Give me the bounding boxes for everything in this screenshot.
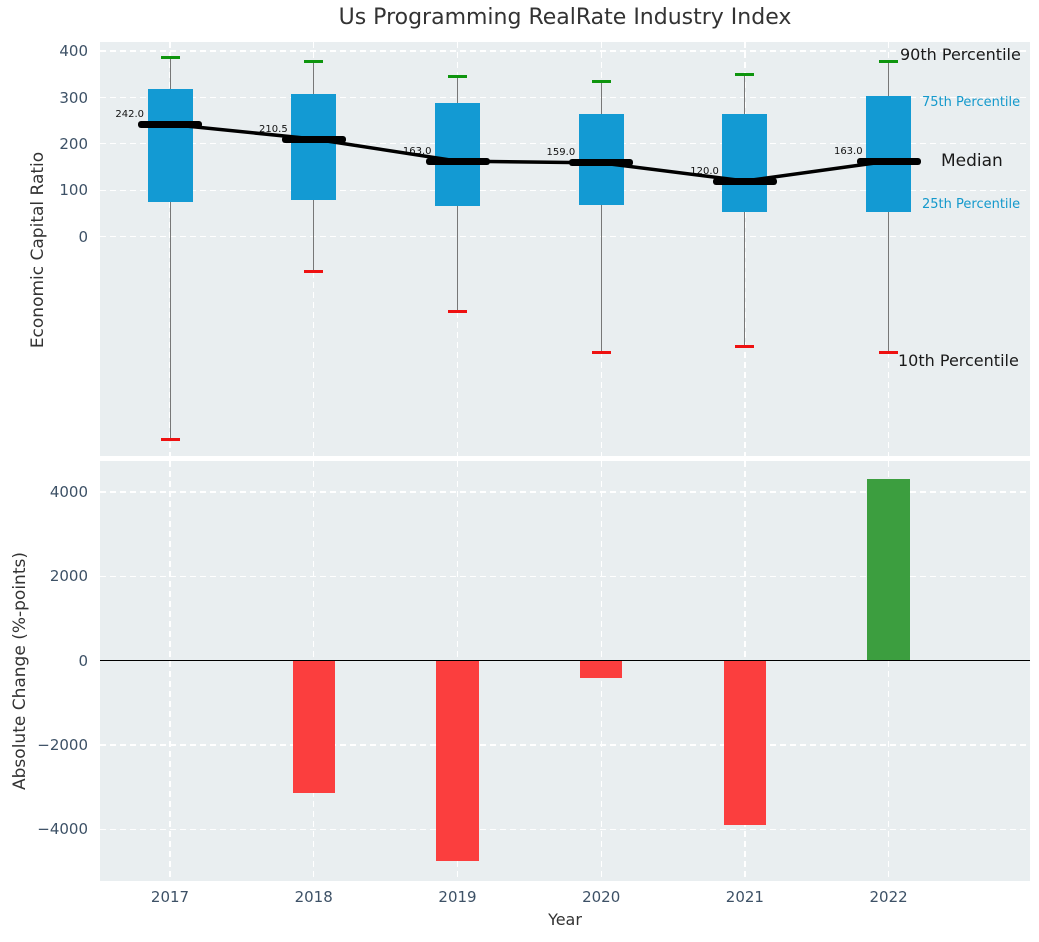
p10-cap [879, 351, 899, 355]
v-gridline [888, 461, 890, 881]
iqr-box [147, 89, 193, 202]
annotation-90th-percentile: 90th Percentile [900, 45, 1021, 64]
whisker-line [600, 81, 602, 353]
y-tick-label: −2000 [37, 736, 88, 754]
y-tick-label: 200 [59, 134, 88, 153]
median-value-label: 210.5 [259, 123, 288, 135]
x-tick-label: 2020 [582, 888, 621, 906]
x-tick-label: 2019 [438, 888, 477, 906]
p90-cap [879, 60, 899, 64]
median-marker [569, 159, 634, 167]
whisker-line [169, 57, 171, 440]
y-axis-label-bottom: Absolute Change (%-points) [10, 552, 30, 790]
median-marker [138, 120, 202, 128]
median-value-label: 163.0 [402, 145, 432, 157]
h-gridline [100, 96, 1030, 99]
chart-title: Us Programming RealRate Industry Index [338, 5, 792, 30]
h-gridline [100, 828, 1030, 830]
p10-cap [448, 309, 467, 313]
h-gridline [100, 236, 1030, 238]
v-gridline [169, 461, 171, 881]
p10-cap [591, 351, 611, 355]
iqr-box [866, 95, 912, 212]
h-gridline [100, 575, 1030, 577]
p10-cap [304, 270, 324, 274]
y-tick-label: 4000 [49, 483, 88, 501]
zero-line [100, 659, 1030, 662]
p90-cap [591, 79, 611, 83]
boxplot-axes: 242.0 210.5 163.0 159.0 120.0 163.0 [100, 42, 1030, 456]
x-axis-label: Year [548, 910, 582, 929]
annotation-median: Median [941, 151, 1003, 171]
y-tick-label: 2000 [49, 567, 88, 586]
y-tick-label: 0 [78, 651, 88, 670]
iqr-box [722, 114, 768, 212]
x-tick-label: 2022 [869, 888, 908, 906]
iqr-box [435, 103, 480, 207]
x-tick-label: 2021 [725, 888, 764, 906]
annotation-25th-percentile: 25th Percentile [922, 197, 1021, 212]
iqr-box [291, 94, 337, 201]
median-value-label: 120.0 [690, 165, 719, 177]
p10-cap [160, 437, 180, 441]
h-gridline [100, 189, 1030, 191]
p90-cap [735, 72, 755, 76]
median-value-label: 242.0 [115, 108, 144, 120]
x-tick-label: 2018 [294, 888, 333, 906]
annotation-75th-percentile: 75th Percentile [922, 95, 1021, 110]
median-marker [856, 157, 921, 165]
y-tick-label: −4000 [37, 820, 88, 839]
change-bar-negative [723, 660, 767, 826]
p90-cap [448, 75, 467, 79]
median-marker [425, 157, 490, 165]
annotation-10th-percentile: 10th Percentile [898, 351, 1019, 370]
h-gridline [100, 744, 1030, 746]
change-bar-negative [436, 660, 479, 861]
p10-cap [735, 345, 755, 349]
y-tick-label: 400 [59, 42, 88, 61]
p90-cap [160, 56, 180, 60]
x-tick-label: 2017 [150, 888, 190, 906]
h-gridline [100, 50, 1030, 52]
median-marker [712, 177, 777, 185]
p90-cap [304, 60, 324, 64]
y-tick-label: 0 [78, 227, 88, 246]
y-tick-label: 300 [59, 88, 88, 107]
change-bar-negative [580, 660, 623, 678]
median-value-label: 163.0 [833, 145, 863, 157]
median-marker [281, 135, 346, 143]
median-value-label: 159.0 [546, 147, 576, 159]
change-bar-negative [292, 660, 335, 794]
change-bar-positive [867, 479, 910, 661]
bar-axes [100, 461, 1030, 881]
y-tick-label: 100 [59, 181, 88, 200]
h-gridline [100, 491, 1030, 493]
